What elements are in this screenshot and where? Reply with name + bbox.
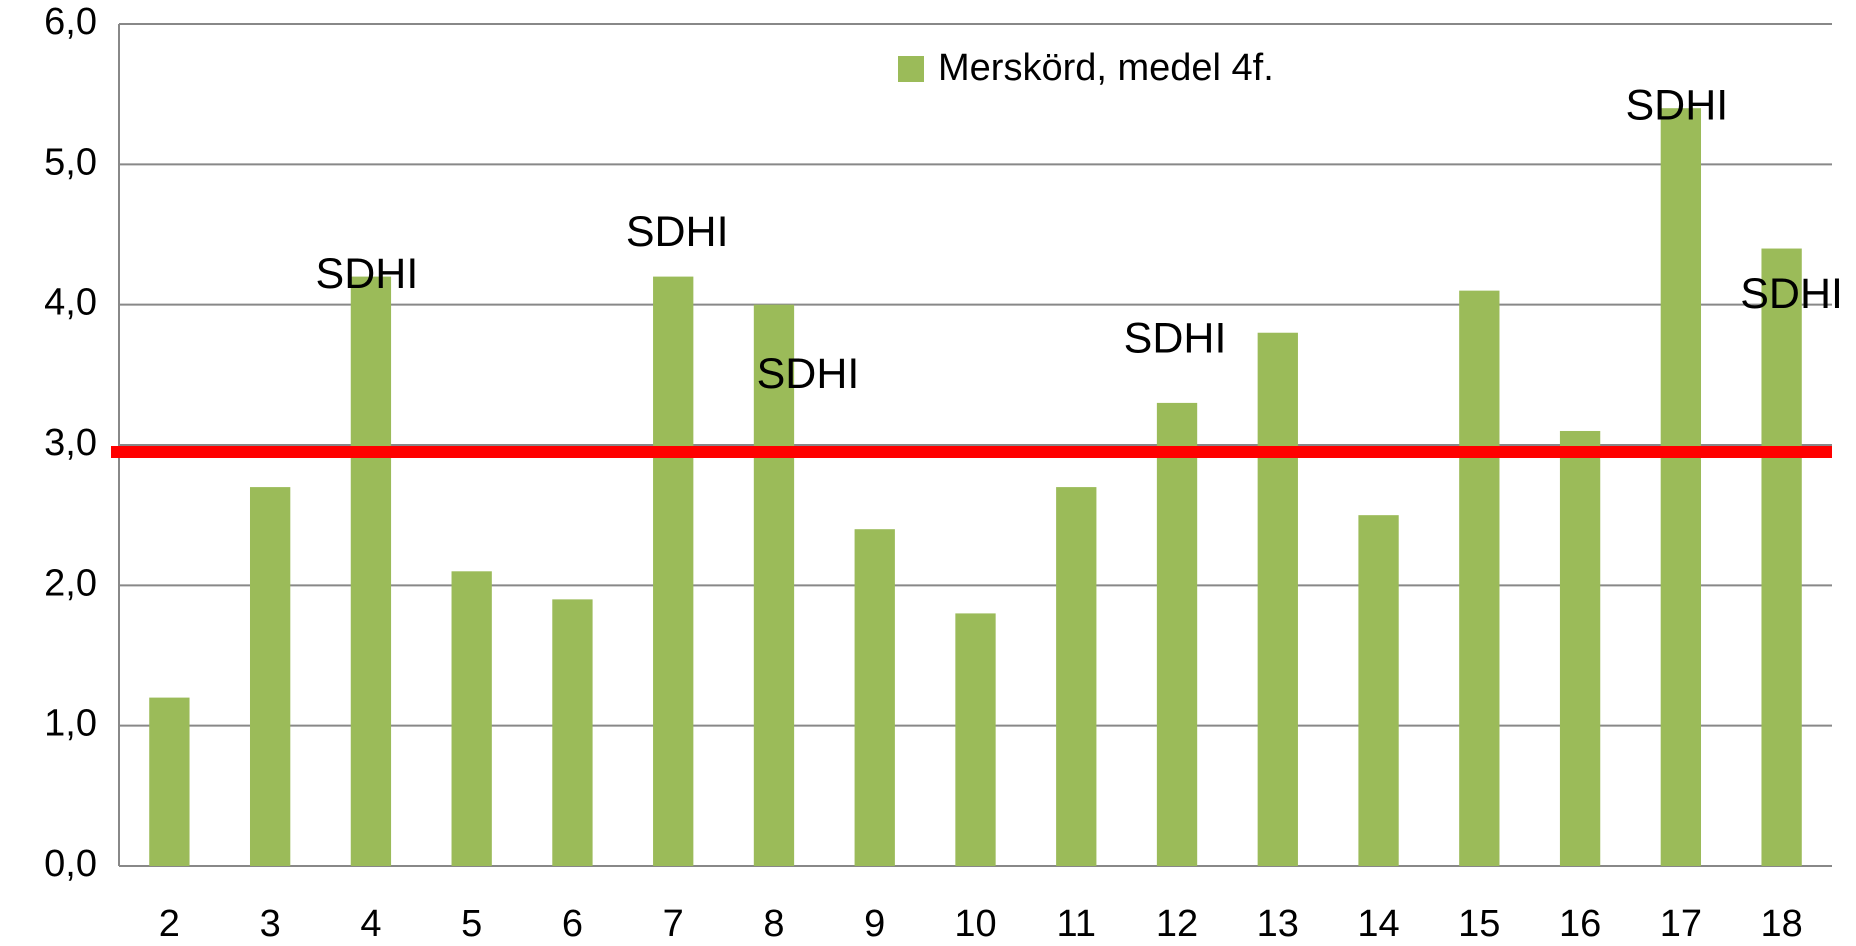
y-tick-label: 1,0 [44, 703, 97, 745]
bar [653, 276, 694, 867]
y-tick-label: 3,0 [44, 422, 97, 464]
annotation: SDHI [316, 250, 419, 298]
bar [249, 487, 291, 866]
x-tick-label: 17 [1660, 903, 1702, 945]
x-tick-label: 2 [159, 903, 180, 945]
x-tick-label: 5 [461, 903, 482, 945]
annotation: SDHI [626, 208, 729, 256]
annotation: SDHI [1124, 314, 1227, 362]
y-tick-label: 2,0 [44, 562, 97, 604]
x-tick-label: 11 [1057, 903, 1096, 945]
y-tick-label: 6,0 [44, 1, 97, 43]
legend-label: Merskörd, medel 4f. [938, 47, 1274, 89]
x-tick-label: 4 [360, 903, 381, 945]
x-tick-label: 15 [1458, 903, 1500, 945]
x-tick-label: 9 [864, 903, 885, 945]
bar [149, 697, 190, 866]
y-tick-label: 0,0 [44, 843, 97, 885]
bar [451, 571, 492, 866]
bar [1257, 332, 1298, 866]
bar [854, 529, 895, 866]
bar [955, 613, 996, 866]
bar [753, 304, 795, 867]
bar [350, 276, 392, 867]
bar [1459, 290, 1500, 867]
x-tick-label: 16 [1559, 903, 1601, 945]
x-tick-label: 14 [1357, 903, 1399, 945]
x-tick-label: 13 [1257, 903, 1299, 945]
bar [1056, 487, 1097, 866]
x-tick-label: 10 [954, 903, 996, 945]
bar [1358, 515, 1399, 866]
legend-swatch [898, 56, 924, 82]
bar [1156, 402, 1198, 866]
x-tick-label: 18 [1760, 903, 1802, 945]
bar [552, 599, 593, 866]
x-tick-label: 3 [260, 903, 281, 945]
bar [1559, 430, 1601, 866]
annotation: SDHI [1625, 82, 1728, 130]
y-tick-label: 4,0 [44, 282, 97, 324]
x-tick-label: 8 [763, 903, 784, 945]
x-tick-label: 6 [562, 903, 583, 945]
bar [1761, 248, 1802, 867]
y-tick-label: 5,0 [44, 141, 97, 183]
x-tick-label: 7 [663, 903, 684, 945]
annotation: SDHI [1740, 270, 1843, 318]
x-tick-label: 12 [1156, 903, 1198, 945]
bar [1660, 108, 1702, 866]
annotation: SDHI [757, 350, 860, 398]
